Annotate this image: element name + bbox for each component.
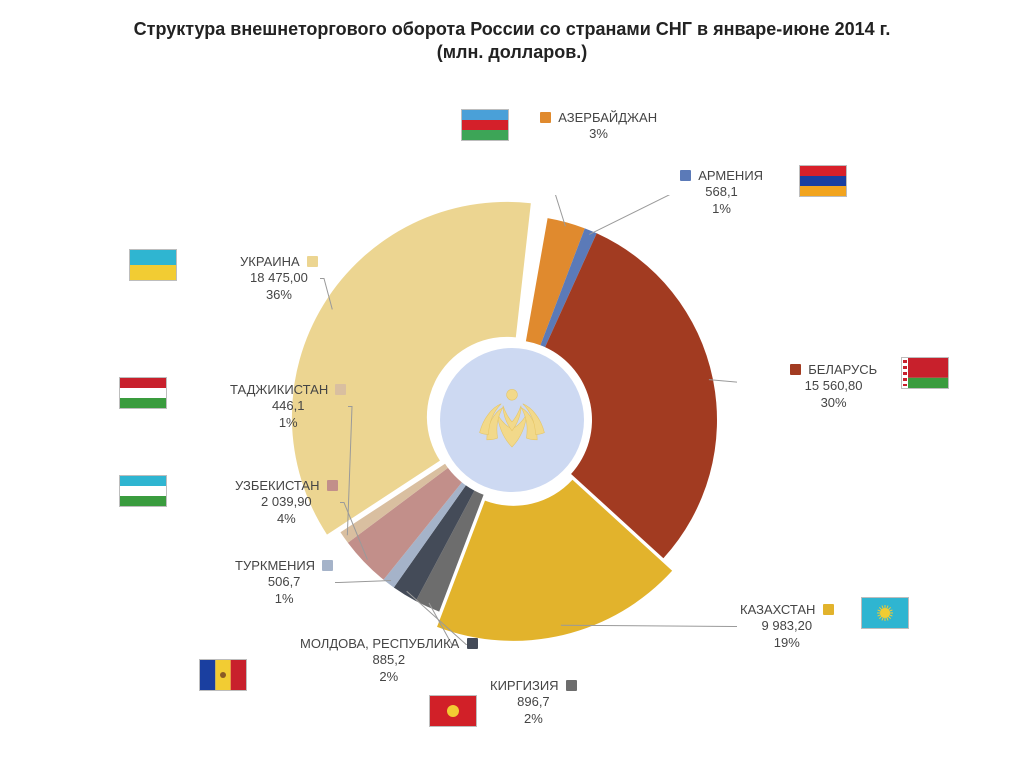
callout-value: 15 560,80 bbox=[790, 378, 877, 394]
callout-name: УКРАИНА bbox=[240, 254, 300, 270]
callout-9: УКРАИНА 18 475,0036% bbox=[240, 254, 318, 303]
flag-icon bbox=[200, 660, 246, 690]
callout-3: КАЗАХСТАН 9 983,2019% bbox=[740, 602, 834, 651]
legend-swatch bbox=[790, 364, 801, 375]
callout-7: УЗБЕКИСТАН 2 039,904% bbox=[235, 478, 338, 527]
callout-name: АЗЕРБАЙДЖАН bbox=[558, 110, 657, 126]
callout-pct: 19% bbox=[740, 635, 834, 651]
chart-stage: { "title": { "text": "Структура внешнето… bbox=[0, 0, 1024, 767]
flag-icon bbox=[800, 166, 846, 196]
callout-pct: 1% bbox=[235, 591, 333, 607]
callout-0: АЗЕРБАЙДЖАН3% bbox=[540, 110, 657, 143]
flag-icon bbox=[462, 110, 508, 140]
center-emblem bbox=[440, 348, 584, 492]
callout-pct: 1% bbox=[230, 415, 346, 431]
flag-icon bbox=[120, 476, 166, 506]
callout-value: 446,1 bbox=[230, 398, 346, 414]
callout-value: 896,7 bbox=[490, 694, 577, 710]
callout-value: 18 475,00 bbox=[240, 270, 318, 286]
callout-pct: 2% bbox=[490, 711, 577, 727]
callout-name: УЗБЕКИСТАН bbox=[235, 478, 319, 494]
flag-icon bbox=[862, 598, 908, 628]
flag-icon bbox=[430, 696, 476, 726]
legend-swatch bbox=[540, 112, 551, 123]
callout-4: КИРГИЗИЯ 896,72% bbox=[490, 678, 577, 727]
callout-name: АРМЕНИЯ bbox=[698, 168, 763, 184]
callout-pct: 3% bbox=[540, 126, 657, 142]
callout-name: ТАДЖИКИСТАН bbox=[230, 382, 328, 398]
flag-icon bbox=[902, 358, 948, 388]
legend-swatch bbox=[322, 560, 333, 571]
legend-swatch bbox=[566, 680, 577, 691]
legend-swatch bbox=[327, 480, 338, 491]
flag-icon bbox=[120, 378, 166, 408]
callout-value: 2 039,90 bbox=[235, 494, 338, 510]
callout-name: ТУРКМЕНИЯ bbox=[235, 558, 315, 574]
cis-logo-icon bbox=[467, 375, 557, 465]
callout-value: 9 983,20 bbox=[740, 618, 834, 634]
chart-title: Структура внешнеторгового оборота России… bbox=[120, 18, 904, 63]
flag-icon bbox=[130, 250, 176, 280]
callout-1: АРМЕНИЯ568,11% bbox=[680, 168, 763, 217]
callout-pct: 2% bbox=[300, 669, 478, 685]
leader-line bbox=[335, 581, 391, 583]
callout-name: МОЛДОВА, РЕСПУБЛИКА bbox=[300, 636, 459, 652]
legend-swatch bbox=[307, 256, 318, 267]
callout-value: 568,1 bbox=[680, 184, 763, 200]
callout-value: 885,2 bbox=[300, 652, 478, 668]
callout-8: ТАДЖИКИСТАН 446,11% bbox=[230, 382, 346, 431]
callout-pct: 1% bbox=[680, 201, 763, 217]
leader-line bbox=[589, 195, 678, 234]
callout-pct: 4% bbox=[235, 511, 338, 527]
callout-2: БЕЛАРУСЬ15 560,8030% bbox=[790, 362, 877, 411]
callout-pct: 30% bbox=[790, 395, 877, 411]
callout-6: ТУРКМЕНИЯ 506,71% bbox=[235, 558, 333, 607]
callout-value: 506,7 bbox=[235, 574, 333, 590]
legend-swatch bbox=[823, 604, 834, 615]
legend-swatch bbox=[680, 170, 691, 181]
callout-name: БЕЛАРУСЬ bbox=[808, 362, 877, 378]
callout-5: МОЛДОВА, РЕСПУБЛИКА 885,22% bbox=[300, 636, 478, 685]
legend-swatch bbox=[335, 384, 346, 395]
legend-swatch bbox=[467, 638, 478, 649]
callout-name: КАЗАХСТАН bbox=[740, 602, 815, 618]
callout-name: КИРГИЗИЯ bbox=[490, 678, 559, 694]
callout-pct: 36% bbox=[240, 287, 318, 303]
